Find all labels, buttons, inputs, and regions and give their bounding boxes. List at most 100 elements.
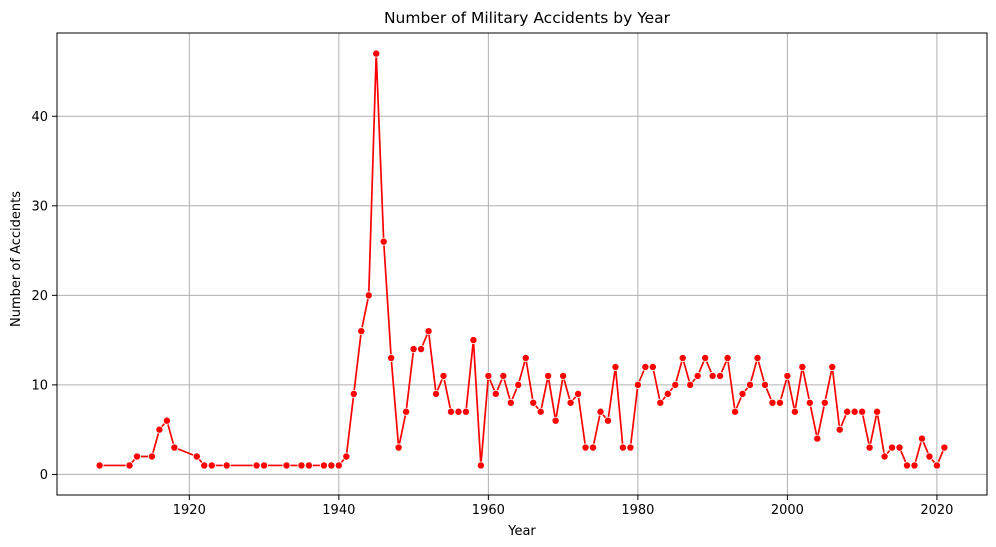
data-point (626, 443, 635, 452)
data-point (611, 362, 620, 371)
data-point (521, 354, 530, 363)
data-point (648, 362, 657, 371)
data-point (125, 461, 134, 470)
data-point (910, 461, 919, 470)
data-point (424, 327, 433, 336)
plot-area (56, 32, 988, 496)
data-point (222, 461, 231, 470)
data-point (394, 443, 403, 452)
series-markers (95, 49, 949, 470)
data-point (678, 354, 687, 363)
data-point (529, 398, 538, 407)
y-axis-title: Number of Accidents (9, 191, 24, 327)
data-point (402, 407, 411, 416)
x-tick-label: 1920 (173, 503, 206, 518)
data-point (746, 380, 755, 389)
data-point (618, 443, 627, 452)
x-axis: 1920 1940 1960 1980 2000 2020 (173, 495, 953, 518)
data-point (551, 416, 560, 425)
data-point (461, 407, 470, 416)
data-point (364, 291, 373, 300)
series-line (99, 53, 946, 468)
y-tick-label: 30 (31, 199, 48, 214)
data-point (858, 407, 867, 416)
data-point (671, 380, 680, 389)
data-point (603, 416, 612, 425)
data-point (686, 380, 695, 389)
data-point (932, 461, 941, 470)
data-point (835, 425, 844, 434)
data-point (409, 345, 418, 354)
data-point (417, 345, 426, 354)
data-point (387, 354, 396, 363)
data-point (813, 434, 822, 443)
data-point (663, 389, 672, 398)
data-point (693, 371, 702, 380)
data-point (917, 434, 926, 443)
data-point (319, 461, 328, 470)
y-axis: 0 10 20 30 40 (31, 110, 57, 483)
data-point (723, 354, 732, 363)
data-point (783, 371, 792, 380)
data-point (379, 237, 388, 246)
data-point (903, 461, 912, 470)
data-point (95, 461, 104, 470)
data-point (775, 398, 784, 407)
data-point (738, 389, 747, 398)
data-point (454, 407, 463, 416)
data-point (476, 461, 485, 470)
data-point (162, 416, 171, 425)
x-tick-label: 2000 (771, 503, 804, 518)
data-point (260, 461, 269, 470)
data-point (334, 461, 343, 470)
data-point (132, 452, 141, 461)
data-point (506, 398, 515, 407)
data-point (200, 461, 209, 470)
data-point (805, 398, 814, 407)
data-point (790, 407, 799, 416)
data-point (439, 371, 448, 380)
x-tick-label: 1960 (472, 503, 505, 518)
data-point (484, 371, 493, 380)
data-point (820, 398, 829, 407)
x-axis-title: Year (507, 524, 536, 539)
data-point (499, 371, 508, 380)
data-point (716, 371, 725, 380)
data-point (633, 380, 642, 389)
data-point (798, 362, 807, 371)
data-point (843, 407, 852, 416)
y-tick-label: 20 (31, 289, 48, 304)
data-point (940, 443, 949, 452)
x-tick-label: 1940 (322, 503, 355, 518)
x-tick-label: 1980 (621, 503, 654, 518)
data-point (880, 452, 889, 461)
data-point (925, 452, 934, 461)
data-point (753, 354, 762, 363)
data-point (656, 398, 665, 407)
data-point (574, 389, 583, 398)
data-point (252, 461, 261, 470)
data-point (297, 461, 306, 470)
data-point (850, 407, 859, 416)
data-point (491, 389, 500, 398)
data-point (731, 407, 740, 416)
data-point (581, 443, 590, 452)
data-point (888, 443, 897, 452)
data-point (342, 452, 351, 461)
data-point (768, 398, 777, 407)
data-point (327, 461, 336, 470)
data-point (469, 336, 478, 345)
grid (57, 33, 987, 495)
data-point (207, 461, 216, 470)
data-point (701, 354, 710, 363)
data-point (708, 371, 717, 380)
data-point (760, 380, 769, 389)
data-point (589, 443, 598, 452)
data-point (895, 443, 904, 452)
x-tick-label: 2020 (920, 503, 953, 518)
data-point (282, 461, 291, 470)
chart-title: Number of Military Accidents by Year (384, 9, 671, 27)
data-point (192, 452, 201, 461)
data-point (566, 398, 575, 407)
